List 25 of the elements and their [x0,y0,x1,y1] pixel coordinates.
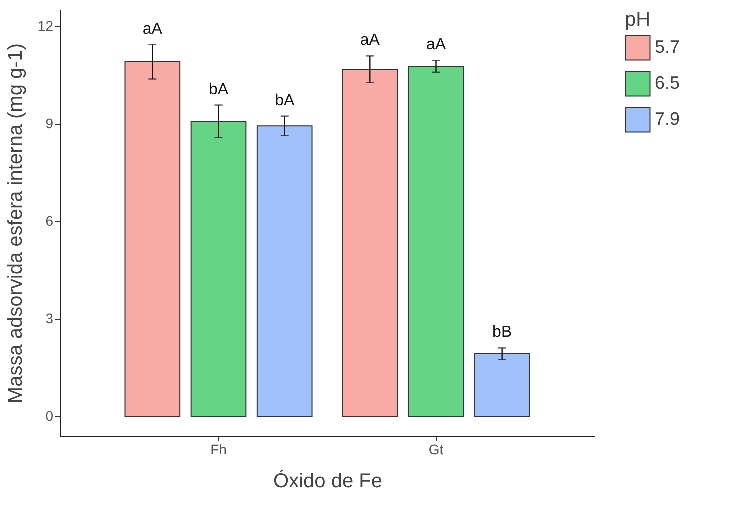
legend-label: 7.9 [655,109,680,129]
x-axis-title: Óxido de Fe [274,470,382,492]
legend-title: pH [625,9,651,31]
legend-label: 5.7 [655,37,680,57]
bar [408,66,464,417]
data-label: bB [492,324,512,342]
bar [474,354,530,417]
y-tick-label: 6 [46,212,54,229]
y-tick-label: 3 [46,310,54,326]
x-tick-label: Gt [428,442,444,458]
bar [342,69,398,417]
y-tick-label: 9 [46,115,54,132]
data-label: aA [426,36,446,54]
y-tick-label: 12 [38,18,54,34]
y-tick-label: 0 [46,408,54,424]
legend-label: 6.5 [655,73,680,93]
data-label: bA [208,81,229,98]
data-label: aA [142,20,163,38]
bar [190,121,247,417]
x-tick-label: Fh [210,442,227,458]
data-label: aA [360,32,380,50]
bar [124,62,181,417]
bar [256,126,313,417]
y-axis-title: Massa adsorvida esfera interna (mg g-1) [4,43,27,404]
data-label: bA [275,92,295,110]
